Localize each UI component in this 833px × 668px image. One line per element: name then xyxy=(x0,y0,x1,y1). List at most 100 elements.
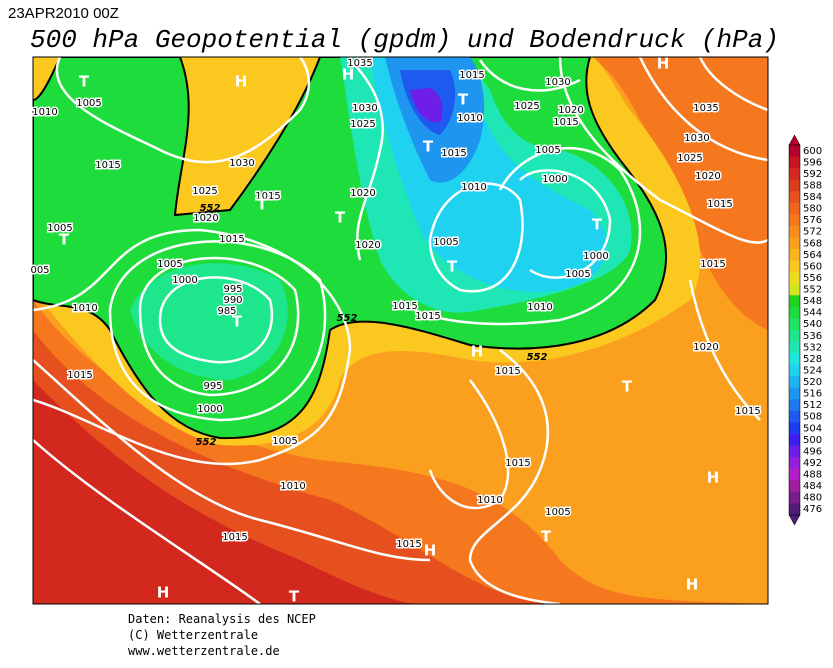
footer-line: (C) Wetterzentrale xyxy=(128,628,258,642)
pressure-center: H xyxy=(342,66,355,84)
colorbar-bin xyxy=(789,145,800,158)
pressure-center: H xyxy=(657,55,670,73)
isobar-label: 1005 xyxy=(157,259,182,270)
colorbar-bin xyxy=(789,341,800,354)
colorbar-bin xyxy=(789,318,800,331)
pressure-center: T xyxy=(79,73,90,91)
isobar-label: 1015 xyxy=(95,160,120,171)
colorbar-bin xyxy=(789,202,800,215)
colorbar-label: 528 xyxy=(803,354,822,365)
contour-label: 552 xyxy=(337,313,358,324)
colorbar-label: 556 xyxy=(803,273,822,284)
isobar-label: 1025 xyxy=(350,119,375,130)
colorbar-label: 544 xyxy=(803,308,822,319)
colorbar-label: 476 xyxy=(803,504,822,515)
isobar-label: 1015 xyxy=(441,148,466,159)
isobar-label: 1020 xyxy=(693,342,718,353)
colorbar-label: 484 xyxy=(803,481,822,492)
colorbar-label: 480 xyxy=(803,493,822,504)
isobar-label: 1015 xyxy=(67,370,92,381)
pressure-center: H xyxy=(471,343,484,361)
isobar-label: 1005 xyxy=(545,507,570,518)
pressure-center: T xyxy=(257,196,268,214)
title: 500 hPa Geopotential (gpdm) und Bodendru… xyxy=(30,25,779,55)
colorbar-bin xyxy=(789,295,800,308)
footer-line: www.wetterzentrale.de xyxy=(128,644,280,658)
isobar-label: 1015 xyxy=(415,311,440,322)
colorbar-bin xyxy=(789,445,800,458)
isobar-label: 995 xyxy=(223,284,242,295)
colorbar-label: 524 xyxy=(803,365,822,376)
pressure-center: T xyxy=(423,138,434,156)
pressure-center: T xyxy=(458,91,469,109)
isobar-label: 1030 xyxy=(229,158,254,169)
colorbar-bin xyxy=(789,491,800,504)
isobar-label: 1020 xyxy=(350,188,375,199)
colorbar-bin xyxy=(789,480,800,493)
isobar-label: 1005 xyxy=(272,436,297,447)
colorbar-label: 588 xyxy=(803,180,822,191)
colorbar-bin xyxy=(789,457,800,470)
colorbar-bin xyxy=(789,364,800,377)
zone xyxy=(130,263,288,380)
colorbar: 6005965925885845805765725685645605565525… xyxy=(788,134,822,526)
colorbar-bin xyxy=(789,179,800,192)
pressure-center: H xyxy=(686,576,699,594)
contour-label: 552 xyxy=(200,203,221,214)
colorbar-label: 576 xyxy=(803,215,822,226)
colorbar-bottom xyxy=(788,514,801,526)
pressure-center: T xyxy=(289,588,300,606)
isobar-label: 1010 xyxy=(32,107,57,118)
colorbar-frame xyxy=(788,144,801,516)
map xyxy=(33,57,768,604)
colorbar-label: 572 xyxy=(803,227,822,238)
colorbar-bin xyxy=(789,410,800,423)
isobar-label: 1000 xyxy=(172,275,197,286)
colorbar-bin xyxy=(789,422,800,435)
colorbar-label: 560 xyxy=(803,261,822,272)
isobar-label: 1015 xyxy=(505,458,530,469)
colorbar-bin xyxy=(789,168,800,181)
isobar-label: 1015 xyxy=(392,301,417,312)
colorbar-label: 516 xyxy=(803,389,822,400)
pressure-center: T xyxy=(541,528,552,546)
pressure-center: T xyxy=(447,258,458,276)
colorbar-label: 592 xyxy=(803,169,822,180)
colorbar-bin xyxy=(789,376,800,389)
isobar-label: 1025 xyxy=(192,186,217,197)
colorbar-bin xyxy=(789,214,800,227)
isobar-label: 985 xyxy=(217,306,236,317)
colorbar-label: 600 xyxy=(803,146,822,157)
colorbar-label: 540 xyxy=(803,319,822,330)
isobar-label: 1010 xyxy=(72,303,97,314)
colorbar-label: 584 xyxy=(803,192,822,203)
colorbar-label: 580 xyxy=(803,204,822,215)
colorbar-label: 520 xyxy=(803,377,822,388)
colorbar-bin xyxy=(789,503,800,516)
isobar-label: 1010 xyxy=(280,481,305,492)
isobar-label: 1015 xyxy=(459,70,484,81)
colorbar-label: 500 xyxy=(803,435,822,446)
colorbar-bin xyxy=(789,306,800,319)
pressure-center: H xyxy=(235,73,248,91)
isobar-label: 1020 xyxy=(193,213,218,224)
isobar-label: 1005 xyxy=(47,223,72,234)
zone xyxy=(410,88,443,123)
isobar-label: 1010 xyxy=(477,495,502,506)
isobar-label: 1025 xyxy=(514,101,539,112)
colorbar-bin xyxy=(789,330,800,343)
isobar-label: 1015 xyxy=(222,532,247,543)
isobar-label: 1005 xyxy=(535,145,560,156)
contour-label: 552 xyxy=(196,437,217,448)
pressure-center: T xyxy=(59,231,70,249)
footer-line: Daten: Reanalysis des NCEP xyxy=(128,612,316,626)
colorbar-bin xyxy=(789,249,800,262)
colorbar-bin xyxy=(789,434,800,447)
contour-label: 552 xyxy=(527,352,548,363)
colorbar-bin xyxy=(789,191,800,204)
pressure-center: H xyxy=(157,584,170,602)
isobar-label: 1015 xyxy=(495,366,520,377)
isobar-label: 990 xyxy=(223,295,242,306)
pressure-center: T xyxy=(592,216,603,234)
